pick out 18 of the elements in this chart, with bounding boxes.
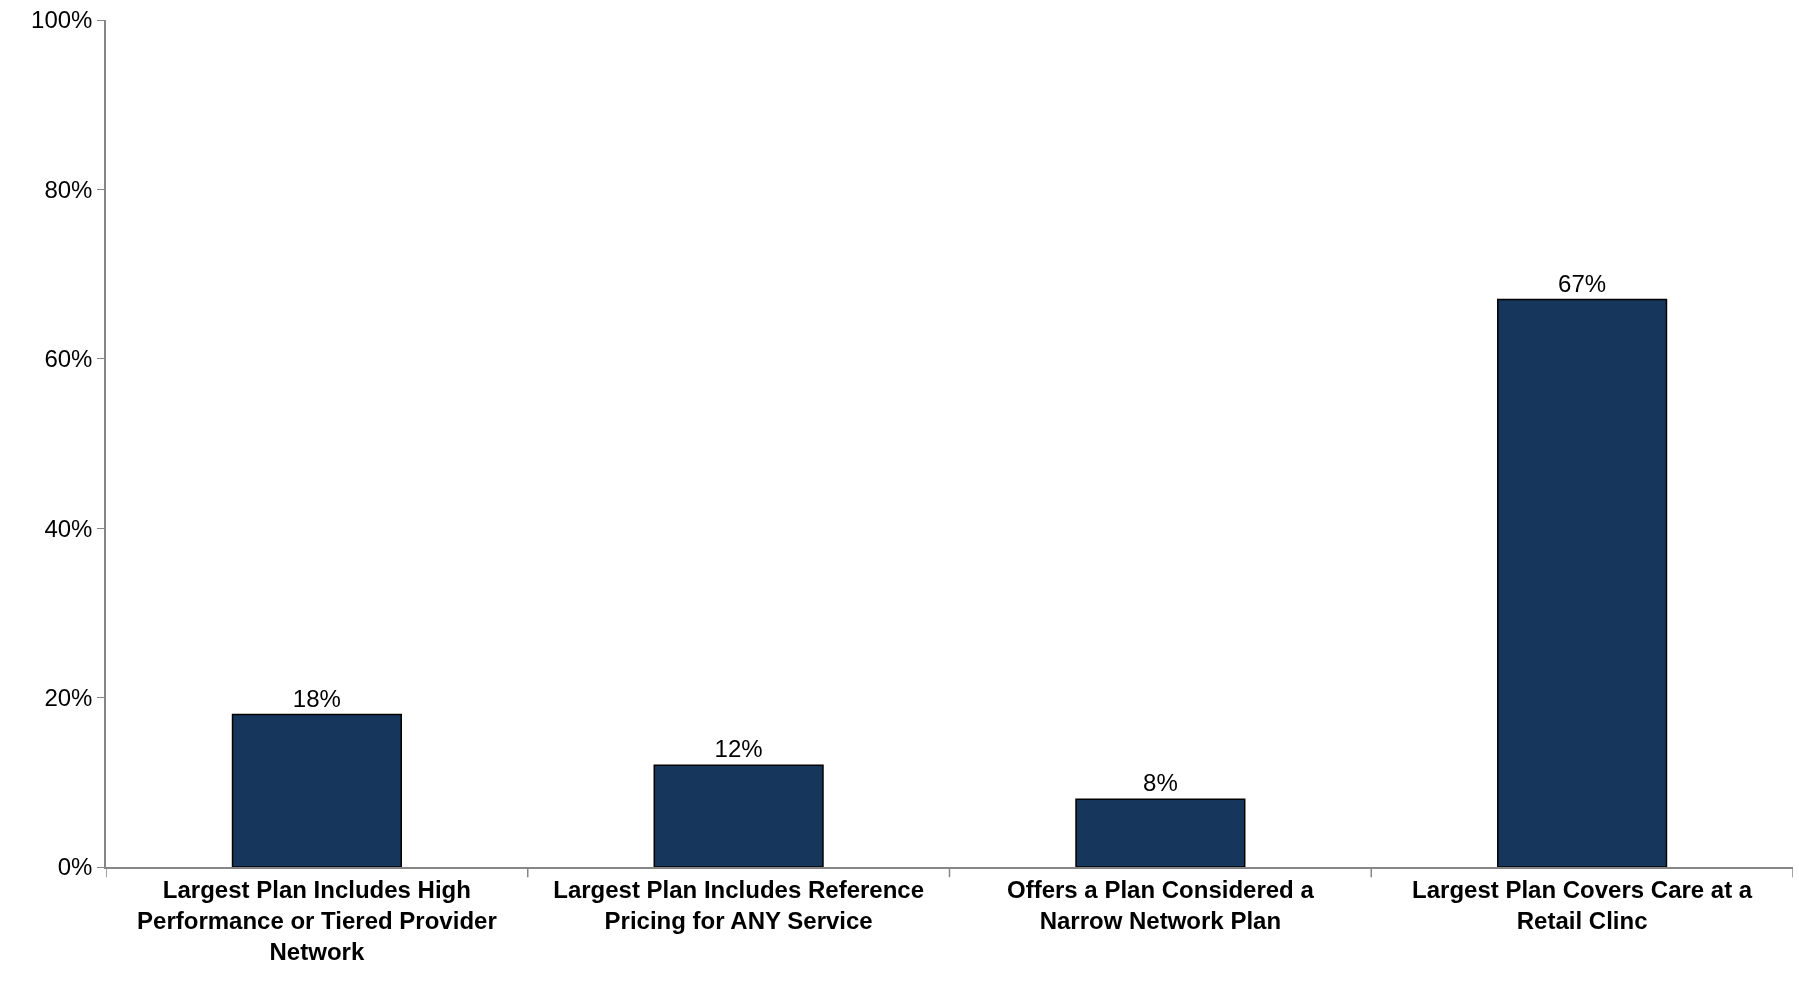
x-tick-label: Offers a Plan Considered a Narrow Network Plan bbox=[1007, 875, 1315, 934]
bar bbox=[653, 764, 824, 867]
y-tick-label: 80% bbox=[44, 175, 93, 203]
x-tick-label: Largest Plan Includes High Performance or Tiered Provider Network bbox=[137, 875, 497, 965]
x-tick-label: Largest Plan Covers Care at a Retail Clinc bbox=[1412, 875, 1753, 934]
bar bbox=[1497, 298, 1668, 867]
data-label: 8% bbox=[1143, 769, 1178, 797]
bar bbox=[1075, 798, 1246, 867]
y-tick-label: 0% bbox=[57, 853, 93, 881]
data-label: 12% bbox=[714, 735, 763, 763]
y-tick-label: 60% bbox=[44, 345, 93, 373]
y-tick-label: 40% bbox=[44, 514, 93, 542]
data-label: 67% bbox=[1558, 269, 1607, 297]
data-label: 18% bbox=[292, 684, 341, 712]
y-tick-label: 20% bbox=[44, 684, 93, 711]
y-tick-label: 100% bbox=[31, 6, 93, 34]
bar bbox=[231, 713, 402, 867]
x-tick-label: Largest Plan Includes Reference Pricing for ANY Service bbox=[553, 875, 925, 934]
